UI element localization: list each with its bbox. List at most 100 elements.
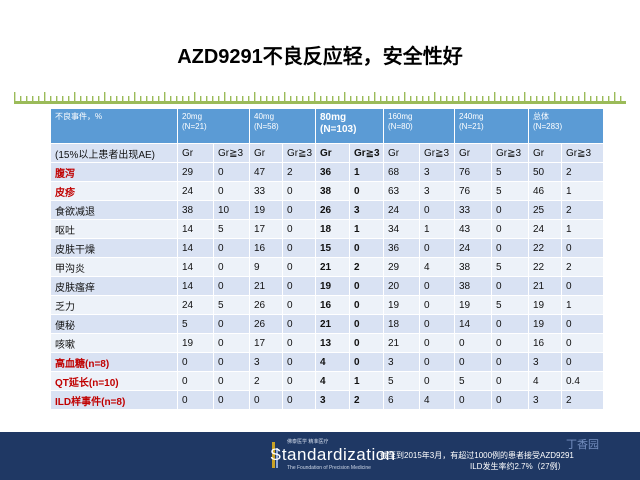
logo-icon — [272, 442, 278, 468]
table-cell: 2 — [249, 371, 283, 391]
subheader-grade: Gr — [315, 143, 350, 163]
table-cell: 15 — [315, 238, 350, 258]
table-cell: 14 — [177, 276, 214, 296]
table-cell: 0 — [419, 276, 455, 296]
table-cell: 5 — [454, 371, 492, 391]
table-cell: 20 — [383, 276, 420, 296]
table-cell: 0 — [561, 314, 604, 334]
table-cell: 0 — [491, 390, 529, 410]
table-cell: 10 — [213, 200, 250, 220]
table-cell: 0 — [561, 352, 604, 372]
adverse-event-name: QT延长(n=10) — [50, 371, 178, 391]
table-cell: 2 — [561, 257, 604, 277]
table-cell: 17 — [249, 333, 283, 353]
subheader-threshold: (15%以上患者出现AE) — [50, 143, 178, 163]
table-cell: 2 — [561, 390, 604, 410]
table-cell: 38 — [454, 257, 492, 277]
table-cell: 1 — [561, 295, 604, 315]
table-cell: 0 — [491, 314, 529, 334]
adverse-event-name: 便秘 — [50, 314, 178, 334]
table-cell: 0 — [282, 333, 316, 353]
adverse-event-name: ILD样事件(n=8) — [50, 390, 178, 410]
table-cell: 0 — [454, 352, 492, 372]
table-cell: 2 — [349, 390, 384, 410]
table-cell: 19 — [528, 314, 562, 334]
table-row: 便秘 5 0 26 0 21 0 18 0 14 0 19 0 — [50, 314, 604, 334]
table-cell: 0 — [282, 314, 316, 334]
table-cell: 0 — [282, 295, 316, 315]
adverse-event-name: 皮疹 — [50, 181, 178, 201]
header-group-20mg: 20mg (N=21) — [177, 108, 250, 144]
table-cell: 47 — [249, 162, 283, 182]
table-cell: 0 — [213, 371, 250, 391]
table-cell: 0 — [454, 390, 492, 410]
table-cell: 0 — [419, 238, 455, 258]
table-cell: 0 — [282, 238, 316, 258]
table-cell: 0 — [213, 333, 250, 353]
table-cell: 0 — [419, 295, 455, 315]
table-cell: 0 — [349, 314, 384, 334]
table-cell: 0 — [419, 200, 455, 220]
table-cell: 0 — [177, 371, 214, 391]
table-cell: 76 — [454, 181, 492, 201]
table-cell: 68 — [383, 162, 420, 182]
subheader-grade: Gr — [454, 143, 492, 163]
table-cell: 1 — [419, 219, 455, 239]
table-cell: 2 — [561, 162, 604, 182]
subheader-grade3: Gr≧3 — [213, 143, 250, 163]
table-cell: 3 — [528, 352, 562, 372]
table-cell: 3 — [315, 390, 350, 410]
table-cell: 24 — [528, 219, 562, 239]
table-row: 呕吐 14 5 17 0 18 1 34 1 43 0 24 1 — [50, 219, 604, 239]
table-cell: 0 — [282, 390, 316, 410]
table-cell: 3 — [249, 352, 283, 372]
table-cell: 29 — [383, 257, 420, 277]
table-cell: 5 — [213, 219, 250, 239]
table-cell: 21 — [315, 314, 350, 334]
table-cell: 63 — [383, 181, 420, 201]
table-cell: 19 — [177, 333, 214, 353]
table-cell: 3 — [528, 390, 562, 410]
table-cell: 0 — [561, 238, 604, 258]
table-cell: 0 — [454, 333, 492, 353]
table-cell: 1 — [349, 219, 384, 239]
table-cell: 2 — [349, 257, 384, 277]
table-row: 皮肤瘙痒 14 0 21 0 19 0 20 0 38 0 21 0 — [50, 276, 604, 296]
subheader-grade: Gr — [383, 143, 420, 163]
footer-bar — [0, 432, 640, 480]
header-adverse-event: 不良事件，% — [50, 108, 178, 144]
table-cell: 1 — [349, 162, 384, 182]
table-cell: 14 — [177, 257, 214, 277]
table-cell: 0 — [349, 352, 384, 372]
table-cell: 3 — [419, 181, 455, 201]
adverse-event-name: 食欲减退 — [50, 200, 178, 220]
table-cell: 4 — [315, 371, 350, 391]
table-cell: 4 — [419, 257, 455, 277]
table-cell: 0 — [177, 352, 214, 372]
table-cell: 0 — [177, 390, 214, 410]
table-cell: 19 — [454, 295, 492, 315]
table-cell: 5 — [491, 162, 529, 182]
adverse-event-name: 甲沟炎 — [50, 257, 178, 277]
table-cell: 26 — [249, 295, 283, 315]
table-cell: 5 — [491, 257, 529, 277]
table-cell: 0 — [349, 181, 384, 201]
subheader-grade3: Gr≧3 — [282, 143, 316, 163]
subheader-grade3: Gr≧3 — [349, 143, 384, 163]
adverse-event-name: 皮肤干燥 — [50, 238, 178, 258]
table-cell: 29 — [177, 162, 214, 182]
table-cell: 3 — [419, 162, 455, 182]
table-cell: 5 — [213, 295, 250, 315]
table-cell: 34 — [383, 219, 420, 239]
table-cell: 33 — [454, 200, 492, 220]
table-cell: 1 — [561, 181, 604, 201]
adverse-event-name: 呕吐 — [50, 219, 178, 239]
adverse-event-name: 皮肤瘙痒 — [50, 276, 178, 296]
table-cell: 14 — [177, 238, 214, 258]
table-cell: 19 — [249, 200, 283, 220]
table-cell: 0 — [213, 257, 250, 277]
table-cell: 14 — [454, 314, 492, 334]
table-cell: 21 — [249, 276, 283, 296]
table-cell: 50 — [528, 162, 562, 182]
table-cell: 0 — [213, 276, 250, 296]
